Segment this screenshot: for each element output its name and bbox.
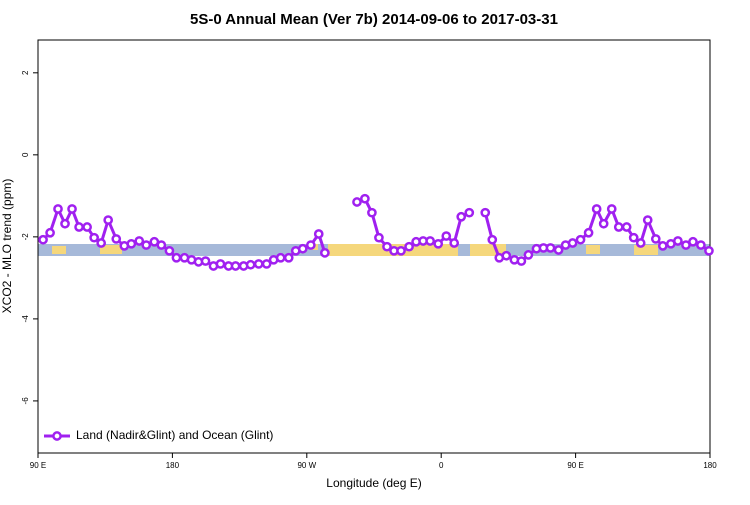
x-tick-label: 0 — [439, 461, 444, 470]
data-point — [111, 234, 122, 244]
data-point — [45, 227, 55, 238]
data-point — [374, 232, 384, 243]
data-point — [126, 238, 137, 249]
data-point — [575, 234, 586, 245]
y-tick-label: -4 — [21, 315, 30, 323]
y-tick-label: -6 — [21, 397, 30, 405]
data-point — [501, 250, 512, 261]
data-point — [487, 234, 498, 245]
data-point — [545, 243, 556, 253]
data-point — [164, 245, 175, 256]
data-point — [96, 238, 107, 248]
data-point — [89, 232, 99, 243]
y-tick-label: -2 — [21, 233, 30, 241]
data-point — [156, 240, 167, 250]
data-point — [38, 234, 48, 245]
y-tick-label: 2 — [21, 70, 30, 75]
data-point — [553, 245, 564, 255]
data-point — [441, 231, 452, 241]
data-point — [449, 238, 460, 248]
map-strip — [38, 244, 710, 256]
data-point — [523, 250, 534, 260]
data-point — [200, 256, 211, 266]
y-axis-label: XCO2 - MLO trend (ppm) — [0, 179, 14, 314]
data-point — [606, 204, 617, 214]
x-tick-label: 90 W — [297, 461, 316, 470]
data-point — [704, 245, 714, 256]
data-point — [103, 215, 114, 225]
data-point — [480, 207, 491, 218]
data-point — [635, 238, 646, 248]
data-point — [404, 241, 414, 252]
data-point — [352, 197, 362, 207]
data-point — [253, 259, 264, 269]
x-tick-label: 90 E — [30, 461, 46, 470]
data-point — [261, 259, 272, 269]
data-point — [583, 227, 594, 238]
data-point — [673, 236, 683, 246]
x-tick-label: 180 — [166, 461, 180, 470]
land-patch — [586, 245, 600, 254]
data-point — [141, 240, 152, 250]
data-point — [696, 240, 706, 250]
legend-label: Land (Nadir&Glint) and Ocean (Glint) — [76, 428, 273, 442]
data-point — [134, 236, 145, 246]
data-point — [688, 236, 698, 247]
legend-marker — [52, 431, 62, 441]
chart-title: 5S-0 Annual Mean (Ver 7b) 2014-09-06 to … — [190, 11, 558, 28]
data-point — [297, 243, 308, 254]
data-point — [171, 252, 182, 263]
data-point — [305, 240, 316, 250]
data-point — [67, 204, 77, 214]
data-point — [591, 204, 602, 214]
data-point — [275, 252, 286, 263]
data-point — [456, 211, 467, 222]
data-point — [657, 241, 668, 251]
data-point — [425, 236, 435, 246]
data-point — [367, 207, 377, 218]
x-tick-label: 180 — [703, 461, 717, 470]
data-point — [82, 222, 92, 232]
data-point — [215, 259, 226, 269]
land-patch — [634, 245, 658, 255]
data-point — [74, 222, 84, 232]
data-point — [567, 238, 578, 248]
data-point — [53, 204, 63, 214]
data-point — [60, 218, 70, 229]
data-point — [433, 238, 444, 249]
data-point — [621, 222, 632, 232]
data-point — [613, 222, 624, 232]
data-point — [360, 193, 370, 204]
x-axis-label: Longitude (deg E) — [326, 476, 421, 490]
data-point — [230, 261, 241, 271]
data-point — [516, 256, 527, 266]
data-point — [283, 252, 294, 263]
data-point — [598, 218, 609, 229]
x-tick-label: 90 E — [567, 461, 583, 470]
data-point — [628, 232, 639, 243]
data-point — [642, 215, 653, 225]
data-point — [320, 248, 330, 258]
land-patch — [100, 245, 122, 254]
data-point — [245, 259, 256, 270]
land-patch — [52, 246, 66, 254]
data-point — [382, 241, 392, 252]
data-point — [464, 207, 475, 218]
y-tick-label: 0 — [21, 152, 30, 157]
data-point — [396, 245, 406, 256]
data-point — [313, 229, 324, 239]
data-point — [650, 234, 661, 244]
